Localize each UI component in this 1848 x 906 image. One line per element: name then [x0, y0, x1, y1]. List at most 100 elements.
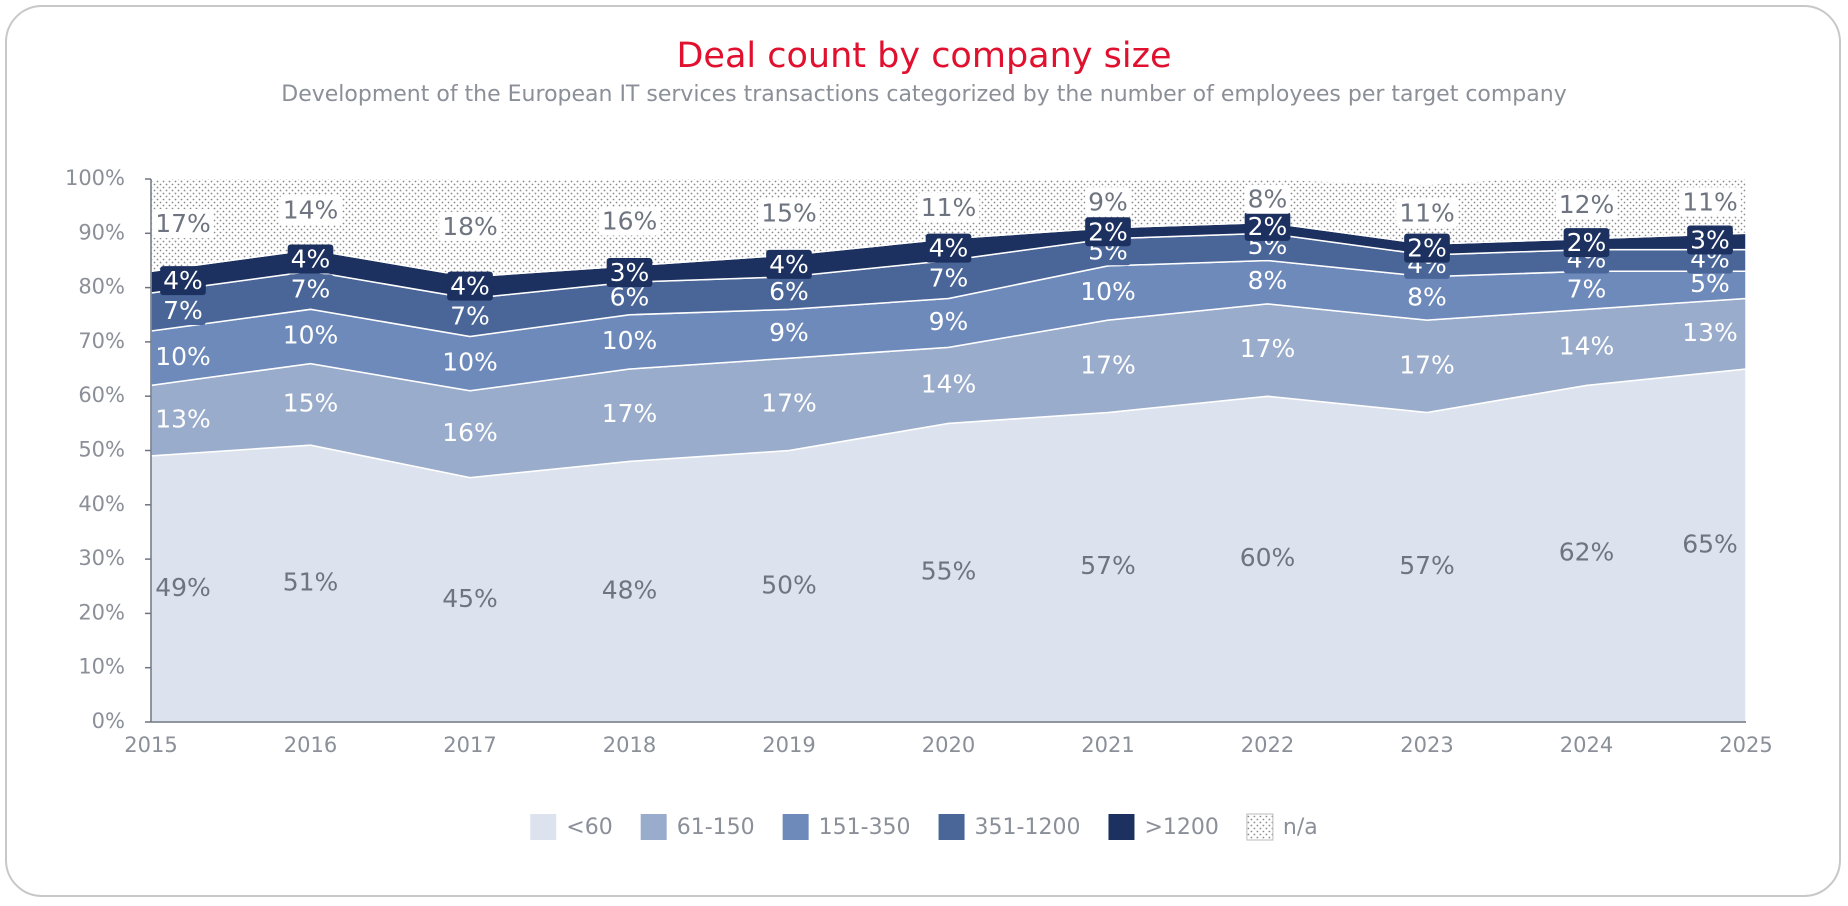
- data-label: 2%: [1407, 234, 1447, 263]
- data-label-box: [439, 583, 501, 613]
- data-label-box: [1687, 225, 1733, 255]
- data-label-box: [1555, 537, 1618, 567]
- data-label-box: [1396, 551, 1458, 581]
- data-label-box: [1563, 228, 1610, 258]
- data-label-box: [598, 206, 661, 236]
- legend-item: n/a: [1246, 813, 1318, 841]
- x-tick-label: 2017: [443, 733, 496, 757]
- data-label-box: [1687, 268, 1733, 298]
- data-label: 7%: [291, 274, 331, 303]
- data-label-box: [1404, 233, 1450, 263]
- data-label: 2%: [1088, 217, 1128, 246]
- y-tick-label: 100%: [65, 166, 125, 190]
- data-label: 4%: [163, 266, 203, 295]
- data-label-box: [1404, 282, 1450, 312]
- legend-swatch: [530, 814, 557, 840]
- data-label: 49%: [155, 573, 211, 602]
- data-label-box: [287, 274, 334, 304]
- legend-label: 351-1200: [975, 815, 1081, 840]
- data-label: 11%: [1682, 187, 1738, 216]
- data-label-box: [917, 192, 980, 222]
- data-label: 57%: [1399, 551, 1455, 580]
- data-label-box: [279, 195, 342, 225]
- y-tick-label: 0%: [92, 709, 125, 733]
- legend-label: n/a: [1283, 815, 1318, 840]
- data-label-box: [1396, 350, 1458, 380]
- data-label-box: [1396, 198, 1458, 228]
- data-label-box: [152, 209, 214, 239]
- data-label: 14%: [921, 369, 977, 398]
- data-label: 4%: [291, 244, 331, 273]
- data-label: 6%: [610, 282, 650, 311]
- data-label: 15%: [283, 388, 339, 417]
- x-tick-label: 2025: [1719, 733, 1772, 757]
- data-label-box: [1679, 529, 1741, 559]
- data-label: 7%: [450, 301, 490, 330]
- data-label-box: [1679, 187, 1741, 217]
- legend-item: 151-350: [782, 814, 911, 840]
- x-tick-label: 2018: [603, 733, 656, 757]
- data-label: 4%: [929, 234, 969, 263]
- data-label: 3%: [1690, 225, 1730, 254]
- legend-swatch: [938, 814, 965, 840]
- data-label-box: [606, 282, 653, 312]
- data-label-box: [1236, 334, 1299, 364]
- data-label-box: [447, 301, 493, 331]
- data-label-box: [598, 399, 661, 429]
- data-label-box: [1555, 331, 1618, 361]
- data-label-box: [160, 296, 206, 326]
- data-label: 7%: [163, 296, 203, 325]
- y-tick-label: 90%: [78, 220, 125, 244]
- y-tick-label: 40%: [78, 492, 125, 516]
- data-label-box: [758, 198, 820, 228]
- legend-item: <60: [530, 814, 613, 840]
- data-label-box: [152, 404, 214, 434]
- data-label: 9%: [769, 318, 809, 347]
- data-label-box: [1244, 211, 1291, 241]
- data-label: 10%: [602, 326, 658, 355]
- chart-title: Deal count by company size: [676, 36, 1171, 76]
- data-label-box: [766, 277, 812, 307]
- data-label: 8%: [1248, 185, 1288, 214]
- x-tick-label: 2020: [922, 733, 975, 757]
- data-label: 45%: [442, 584, 498, 613]
- chart-subtitle: Development of the European IT services …: [281, 82, 1566, 107]
- data-label-box: [598, 325, 661, 355]
- data-label: 7%: [929, 263, 969, 292]
- x-tick-label: 2024: [1560, 733, 1613, 757]
- data-label: 11%: [1399, 198, 1455, 227]
- data-label: 4%: [450, 272, 490, 301]
- data-label: 17%: [1399, 350, 1455, 379]
- x-tick-label: 2015: [124, 733, 177, 757]
- y-tick-label: 20%: [78, 600, 125, 624]
- data-label: 57%: [1080, 551, 1136, 580]
- legend-swatch: [1108, 814, 1135, 840]
- data-label: 9%: [1088, 187, 1128, 216]
- data-label: 2%: [1567, 228, 1607, 257]
- data-label-box: [279, 320, 342, 350]
- data-label-box: [1563, 274, 1610, 304]
- data-label: 14%: [1559, 331, 1615, 360]
- legend-label: >1200: [1144, 815, 1218, 840]
- data-label: 17%: [602, 399, 658, 428]
- data-label: 60%: [1240, 543, 1296, 572]
- data-label: 4%: [769, 250, 809, 279]
- data-label: 16%: [442, 418, 498, 447]
- data-label-box: [160, 266, 206, 296]
- data-label-box: [598, 575, 661, 605]
- data-label: 6%: [769, 277, 809, 306]
- data-label-box: [1077, 551, 1139, 581]
- data-label-box: [439, 211, 501, 241]
- data-label-box: [917, 556, 980, 586]
- data-label-box: [1085, 217, 1131, 247]
- data-label: 10%: [1080, 277, 1136, 306]
- data-label: 62%: [1559, 538, 1615, 567]
- x-tick-label: 2019: [762, 733, 815, 757]
- data-label-box: [925, 263, 972, 293]
- data-label-box: [766, 249, 812, 279]
- data-label: 13%: [155, 405, 211, 434]
- y-tick-label: 70%: [78, 329, 125, 353]
- x-tick-label: 2023: [1400, 733, 1453, 757]
- data-label-box: [606, 258, 653, 288]
